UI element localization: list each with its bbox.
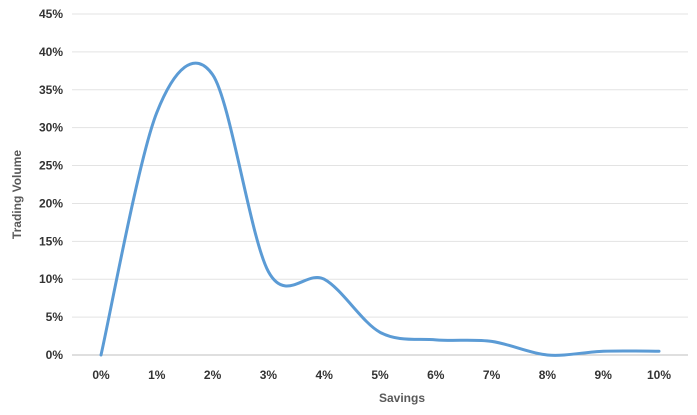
data-point — [434, 338, 438, 342]
x-tick-label: 8% — [539, 368, 557, 382]
x-tick-label: 0% — [92, 368, 110, 382]
data-point — [490, 339, 494, 343]
y-tick-label: 45% — [39, 7, 63, 21]
y-tick-label: 10% — [39, 272, 63, 286]
y-tick-label: 25% — [39, 159, 63, 173]
data-point — [211, 73, 215, 77]
data-point — [266, 270, 270, 274]
x-tick-label: 1% — [148, 368, 166, 382]
y-tick-labels: 0% 5% 10% 15% 20% 25% 30% 35% 40% 45% — [39, 7, 63, 362]
x-tick-label: 3% — [260, 368, 278, 382]
gridlines — [72, 13, 688, 318]
y-tick-label: 0% — [46, 348, 64, 362]
y-tick-label: 20% — [39, 196, 63, 210]
y-tick-label: 35% — [39, 83, 63, 97]
x-tick-label: 5% — [371, 368, 389, 382]
x-tick-label: 7% — [483, 368, 501, 382]
y-tick-label: 15% — [39, 234, 63, 248]
y-axis-title: Trading Volume — [10, 150, 24, 239]
data-point — [322, 277, 326, 281]
x-tick-label: 9% — [595, 368, 613, 382]
y-tick-label: 40% — [39, 45, 63, 59]
series-line — [99, 61, 661, 357]
x-tick-labels: 0% 1% 2% 3% 4% 5% 6% 7% 8% 9% 10% — [92, 368, 671, 382]
data-point — [545, 353, 549, 357]
x-tick-label: 6% — [427, 368, 445, 382]
y-tick-label: 5% — [46, 310, 64, 324]
data-point — [155, 111, 159, 115]
x-tick-label: 10% — [647, 368, 671, 382]
series-layer — [99, 61, 661, 357]
data-point — [378, 330, 382, 334]
x-axis-title: Savings — [379, 391, 425, 405]
y-tick-label: 30% — [39, 121, 63, 135]
x-tick-label: 2% — [204, 368, 222, 382]
data-point — [657, 349, 661, 353]
data-point — [601, 349, 605, 353]
x-tick-label: 4% — [316, 368, 334, 382]
data-point — [99, 353, 103, 357]
